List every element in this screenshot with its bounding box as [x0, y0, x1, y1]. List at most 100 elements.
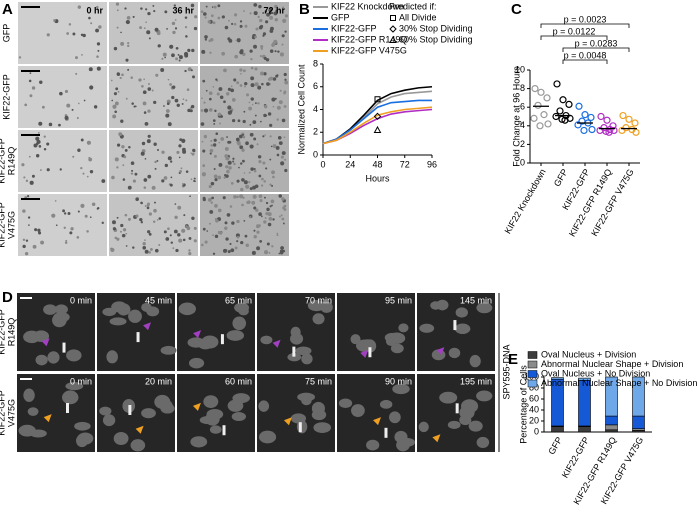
cell-speck	[37, 228, 41, 232]
cell-speck	[184, 25, 188, 29]
nucleus	[43, 304, 57, 315]
cell-speck	[271, 170, 275, 175]
cell-speck	[177, 205, 182, 210]
cell-speck	[242, 196, 245, 199]
cell-speck	[188, 251, 192, 256]
cell-speck	[161, 57, 164, 60]
cell-speck	[91, 202, 96, 207]
panel-label: B	[299, 1, 310, 18]
nucleus	[350, 334, 361, 345]
cell-speck	[231, 98, 236, 102]
cell-speck	[230, 88, 235, 93]
cell-speck	[178, 144, 182, 148]
cell-speck	[235, 137, 240, 142]
cell-speck	[181, 228, 186, 233]
cell-speck	[201, 97, 203, 100]
cell-speck	[93, 105, 98, 109]
cell-speck	[214, 109, 217, 113]
cell-speck	[81, 54, 83, 56]
cell-speck	[152, 4, 155, 7]
cell-speck	[212, 21, 216, 25]
cell-speck	[181, 182, 184, 185]
legend-swatch	[527, 360, 538, 369]
chromosome	[292, 346, 296, 357]
cell-speck	[209, 97, 212, 101]
cell-speck	[69, 231, 73, 235]
nucleus	[448, 347, 461, 359]
row-label: KIF22-GFP	[0, 309, 6, 355]
x-tick-label: KIF22 Knockdown	[503, 167, 548, 235]
cell-speck	[224, 221, 228, 225]
time-label: 75 min	[305, 376, 332, 386]
nucleus	[390, 343, 404, 354]
cell-speck	[216, 92, 220, 96]
cell-speck	[222, 196, 226, 200]
cell-speck	[153, 208, 157, 213]
cell-speck	[239, 50, 244, 55]
cell-speck	[224, 25, 229, 30]
cell-speck	[167, 78, 170, 81]
cell-speck	[280, 246, 284, 250]
nucleus	[460, 399, 479, 414]
cell-speck	[214, 178, 218, 182]
cell-speck	[219, 231, 223, 235]
cell-speck	[201, 140, 204, 143]
time-label: 90 min	[385, 376, 412, 386]
cell-speck	[135, 197, 139, 201]
cell-speck	[130, 172, 134, 175]
x-tick-label: 24	[345, 159, 355, 169]
cell-speck	[217, 175, 222, 180]
cell-speck	[267, 212, 272, 217]
cell-speck	[250, 167, 254, 171]
cell-speck	[186, 88, 190, 91]
cell-speck	[212, 234, 214, 237]
nucleus	[109, 317, 127, 326]
cell-speck	[251, 103, 254, 106]
cell-speck	[177, 53, 180, 56]
cell-speck	[115, 87, 119, 91]
cell-speck	[163, 105, 165, 107]
cell-speck	[233, 78, 237, 82]
cell-speck	[147, 202, 150, 206]
cell-speck	[191, 48, 195, 53]
cell-speck	[84, 214, 88, 218]
cell-speck	[158, 217, 162, 220]
cell-speck	[192, 75, 195, 79]
bar-segment	[605, 429, 618, 433]
cell-speck	[58, 123, 61, 127]
cell-speck	[175, 46, 179, 50]
cell-speck	[226, 169, 230, 174]
cell-speck	[204, 240, 208, 244]
cell-speck	[224, 147, 229, 151]
arrowhead	[272, 339, 281, 348]
cell-speck	[244, 24, 248, 28]
cell-speck	[275, 74, 279, 78]
cell-speck	[250, 66, 254, 70]
cell-speck	[189, 109, 193, 113]
cell-speck	[174, 27, 178, 30]
cell-speck	[161, 150, 165, 154]
cell-speck	[264, 217, 267, 219]
cell-speck	[278, 215, 281, 218]
cell-speck	[154, 27, 159, 32]
cell-speck	[283, 72, 287, 77]
cell-speck	[89, 169, 94, 174]
cell-speck	[153, 10, 156, 13]
nucleus	[23, 388, 35, 402]
data-point	[588, 125, 596, 134]
cell-speck	[141, 84, 144, 88]
cell-speck	[125, 245, 128, 247]
cell-speck	[88, 157, 93, 162]
nucleus	[301, 396, 312, 406]
cell-speck	[225, 237, 229, 241]
y-tick-label: 20	[529, 415, 539, 425]
cell-speck	[240, 72, 242, 75]
cell-speck	[97, 206, 100, 210]
cell-speck	[251, 250, 256, 255]
cell-speck	[245, 93, 250, 97]
cell-speck	[243, 219, 246, 222]
data-point	[605, 128, 613, 136]
nucleus	[476, 302, 493, 314]
cell-speck	[22, 244, 26, 249]
cell-speck	[188, 249, 191, 252]
